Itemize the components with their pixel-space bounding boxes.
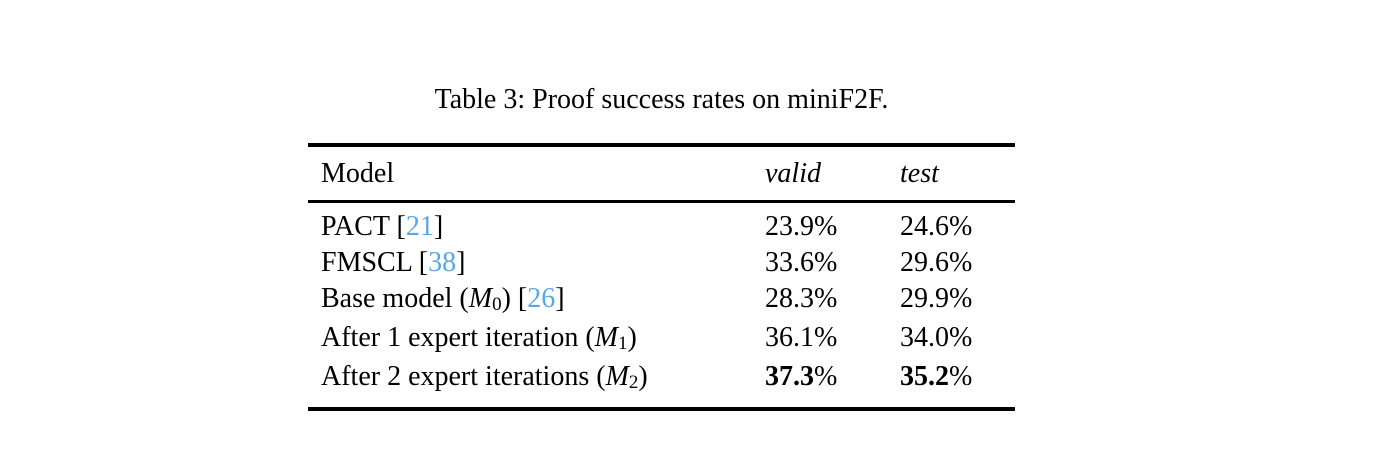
math-subscript: 0 <box>492 294 502 316</box>
percent-sign: % <box>814 322 838 353</box>
percent-sign: % <box>949 283 973 314</box>
test-value-cell: 29.9% <box>900 281 1015 320</box>
results-table: Model valid test PACT [21] 23.9% 24.6% FMSC… <box>308 143 1015 411</box>
percent-sign: % <box>814 283 838 314</box>
test-value-cell: 35.2% <box>900 359 1015 409</box>
model-label-text: PACT [ <box>321 211 406 242</box>
math-subscript: 2 <box>628 372 639 394</box>
test-value: 35.2 <box>900 361 949 392</box>
table-row: Base model (M0) [26] 28.3% 29.9% <box>308 281 1015 320</box>
math-subscript: 1 <box>617 333 628 355</box>
test-value: 29.6 <box>900 247 949 278</box>
percent-sign: % <box>814 211 838 242</box>
percent-sign: % <box>949 211 973 242</box>
model-cell: FMSCL [38] <box>308 245 765 281</box>
model-cell: After 2 expert iterations (M2) <box>308 359 765 409</box>
model-label-text: ) [ <box>501 283 528 314</box>
math-symbol: M <box>605 361 629 392</box>
table-header: Model valid test <box>308 145 1015 202</box>
valid-value-cell: 36.1% <box>765 320 900 359</box>
valid-value-cell: 28.3% <box>765 281 900 320</box>
valid-value: 37.3 <box>765 361 814 392</box>
test-value: 34.0 <box>900 322 949 353</box>
percent-sign: % <box>949 322 973 353</box>
test-value: 29.9 <box>900 283 949 314</box>
model-label-text: ) <box>627 322 637 353</box>
column-header-valid: valid <box>765 158 821 189</box>
math-symbol: M <box>468 283 493 314</box>
percent-sign: % <box>814 361 838 392</box>
percent-sign: % <box>814 247 838 278</box>
table-caption: Table 3: Proof success rates on miniF2F. <box>434 84 889 115</box>
valid-value: 36.1 <box>765 322 814 353</box>
model-label-text: After 1 expert iteration ( <box>321 322 595 353</box>
valid-value-cell: 23.9% <box>765 202 900 246</box>
test-value-cell: 24.6% <box>900 202 1015 246</box>
percent-sign: % <box>949 247 973 278</box>
table-row: After 2 expert iterations (M2) 37.3% 35.2% <box>308 359 1015 409</box>
column-header-model: Model <box>321 158 395 189</box>
model-cell: PACT [21] <box>308 202 765 246</box>
table-row: PACT [21] 23.9% 24.6% <box>308 202 1015 246</box>
model-label-text: Base model ( <box>321 283 469 314</box>
model-label-text: ] <box>555 283 565 314</box>
citation-link[interactable]: 38 <box>428 247 457 278</box>
citation-link[interactable]: 26 <box>527 283 556 314</box>
valid-value-cell: 37.3% <box>765 359 900 409</box>
citation-link[interactable]: 21 <box>405 211 434 242</box>
table-row: FMSCL [38] 33.6% 29.6% <box>308 245 1015 281</box>
test-value-cell: 29.6% <box>900 245 1015 281</box>
column-header-test: test <box>900 158 939 189</box>
model-label-text: After 2 expert iterations ( <box>321 361 606 392</box>
model-label-text: ) <box>638 361 648 392</box>
model-label-text: ] <box>456 247 466 278</box>
valid-value-cell: 33.6% <box>765 245 900 281</box>
percent-sign: % <box>949 361 973 392</box>
valid-value: 23.9 <box>765 211 814 242</box>
math-symbol: M <box>594 322 618 353</box>
test-value-cell: 34.0% <box>900 320 1015 359</box>
table-body: PACT [21] 23.9% 24.6% FMSCL [38] 33.6% 29.6% B… <box>308 202 1015 410</box>
table-row: After 1 expert iteration (M1) 36.1% 34.0% <box>308 320 1015 359</box>
table-container: Model valid test PACT [21] 23.9% 24.6% FMSC… <box>308 143 1015 411</box>
model-cell: After 1 expert iteration (M1) <box>308 320 765 359</box>
model-cell: Base model (M0) [26] <box>308 281 765 320</box>
model-label-text: FMSCL [ <box>321 247 429 278</box>
header-row: Model valid test <box>308 145 1015 202</box>
valid-value: 33.6 <box>765 247 814 278</box>
test-value: 24.6 <box>900 211 949 242</box>
model-label-text: ] <box>433 211 444 242</box>
valid-value: 28.3 <box>765 283 814 314</box>
